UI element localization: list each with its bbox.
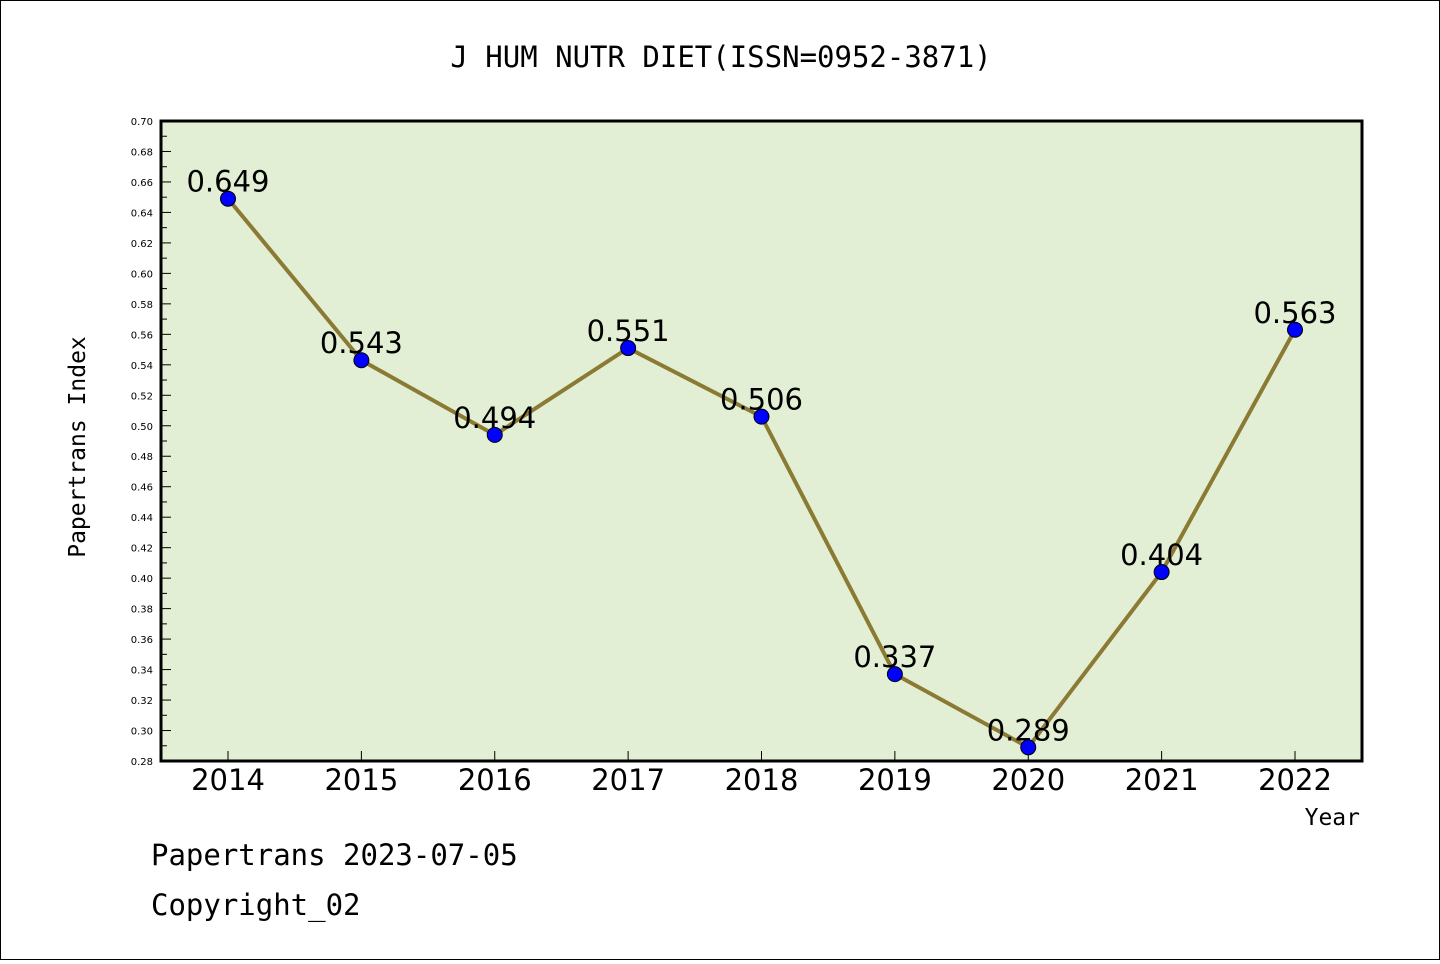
- data-point: [886, 666, 903, 683]
- x-tick-label: 2022: [1258, 763, 1332, 797]
- x-tick-label: 2018: [725, 763, 799, 797]
- data-point: [1153, 564, 1170, 581]
- y-tick-label: 0.58: [131, 300, 153, 311]
- y-tick-label: 0.48: [131, 452, 153, 463]
- y-tick-label: 0.34: [131, 666, 153, 677]
- data-label: 0.337: [853, 640, 936, 674]
- data-point: [753, 408, 770, 425]
- data-label: 0.494: [453, 401, 536, 435]
- data-labels-group: 0.649 0.543 0.494 0.551 0.506 0.337 0.289 0.404…: [186, 165, 1336, 748]
- plot-area: [159, 119, 1364, 763]
- y-tick-label: 0.54: [131, 361, 153, 372]
- data-point: [1287, 321, 1303, 338]
- x-tick-label: 2015: [324, 763, 398, 797]
- y-tick-label: 0.44: [131, 513, 153, 524]
- data-label: 0.289: [987, 713, 1070, 747]
- y-tick-label: 0.70: [131, 117, 153, 128]
- y-tick-label: 0.66: [131, 178, 153, 189]
- y-tick-label: 0.56: [131, 330, 153, 341]
- y-tick-label: 0.62: [131, 239, 153, 250]
- x-tick-label: 2014: [191, 763, 265, 797]
- y-tick-label: 0.64: [131, 208, 153, 219]
- y-tick-label: 0.50: [131, 422, 153, 433]
- data-point: [486, 426, 503, 443]
- series-group: [220, 190, 1303, 756]
- data-point: [220, 190, 236, 207]
- x-axis: 2014 2015 2016 2017 2018 2019 2020 2021 2022: [191, 751, 1332, 797]
- y-tick-label: 0.38: [131, 605, 153, 616]
- x-tick-label: 2019: [858, 763, 932, 797]
- data-label: 0.649: [186, 165, 269, 199]
- y-axis: 0.28 0.30 0.32 0.34 0.36 0.38 0.40 0.42 0.44 0.46…: [131, 117, 171, 768]
- data-label: 0.506: [720, 383, 803, 417]
- data-point: [353, 352, 370, 369]
- x-tick-label: 2021: [1125, 763, 1199, 797]
- x-tick-label: 2020: [991, 763, 1065, 797]
- y-tick-label: 0.32: [131, 696, 153, 707]
- y-tick-label: 0.36: [131, 635, 153, 646]
- y-tick-label: 0.52: [131, 391, 153, 402]
- data-label: 0.543: [320, 326, 403, 360]
- y-tick-label: 0.28: [131, 757, 153, 768]
- chart-title: J HUM NUTR DIET(ISSN=0952-3871): [450, 40, 991, 74]
- y-tick-label: 0.40: [131, 574, 153, 585]
- data-point: [620, 340, 637, 357]
- y-tick-label: 0.60: [131, 269, 153, 280]
- data-point: [1020, 739, 1037, 756]
- x-axis-title: Year: [1305, 805, 1360, 831]
- footer-date: Papertrans 2023-07-05: [151, 838, 518, 872]
- data-label: 0.551: [587, 314, 670, 348]
- data-label: 0.404: [1120, 538, 1203, 572]
- y-tick-label: 0.68: [131, 147, 153, 158]
- x-tick-label: 2016: [458, 763, 532, 797]
- x-tick-label: 2017: [591, 763, 665, 797]
- footer-copyright: Copyright_02: [151, 888, 361, 923]
- y-tick-label: 0.46: [131, 483, 153, 494]
- y-tick-label: 0.30: [131, 727, 153, 738]
- y-axis-title: Papertrans Index: [65, 336, 91, 558]
- data-label: 0.563: [1253, 296, 1336, 330]
- y-tick-label: 0.42: [131, 544, 153, 555]
